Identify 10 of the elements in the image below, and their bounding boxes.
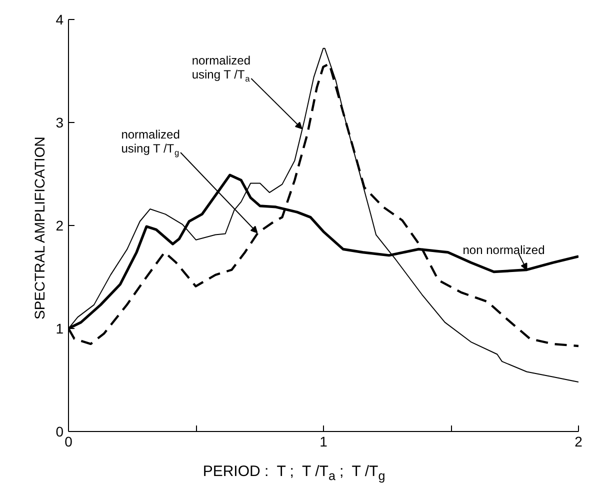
annotation: non normalized: [462, 242, 545, 257]
y-tick-label: 3: [56, 114, 64, 130]
x-axis-title: PERIOD : T ; T /T$_{a}$ ; T /T$_{g}$: [202, 462, 386, 485]
y-tick-label: 1: [56, 320, 64, 336]
x-tick-label: 2: [574, 434, 583, 450]
y-tick-label: 0: [56, 424, 64, 440]
y-tick-label: 2: [56, 218, 64, 234]
y-tick-label: 4: [56, 12, 64, 28]
y-axis-title: SPECTRAL AMPLIFICATION: [32, 136, 48, 320]
x-tick-label: 1: [320, 434, 328, 450]
